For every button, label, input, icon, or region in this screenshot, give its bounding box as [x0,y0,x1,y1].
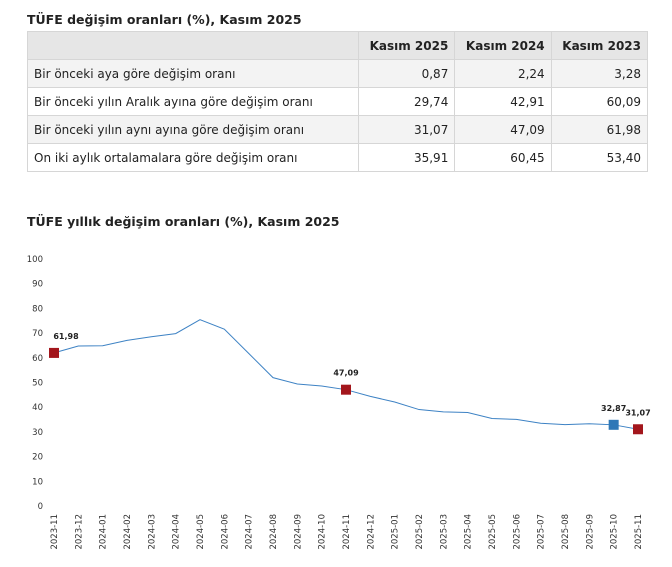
data-label: 47,09 [333,369,359,378]
x-tick-label: 2025-11 [634,514,644,550]
x-tick-label: 2024-05 [196,514,206,550]
marker [633,424,643,435]
header-cell: Kasım 2024 [454,31,552,60]
y-tick-label: 0 [38,502,43,512]
marker [608,419,619,430]
y-tick-label: 60 [32,354,43,364]
y-tick-label: 90 [32,280,43,290]
row: On iki aylık ortalamalara göre değişim o… [27,143,649,172]
x-tick-label: 2024-09 [293,514,303,550]
y-tick-label: 20 [32,453,43,463]
cell: 29,74 [357,87,456,116]
row-label: On iki aylık ortalamalara göre değişim o… [27,143,359,172]
cell: 53,40 [550,143,649,172]
x-tick-label: 2025-03 [439,514,449,550]
cell: 60,45 [454,143,552,172]
row: Bir önceki aya göre değişim oranı 0,87 2,2… [27,59,649,88]
row: Bir önceki yılın aynı ayına göre değişim… [27,115,649,144]
data-label: 61,98 [53,332,79,341]
x-tick-label: 2025-02 [415,514,425,550]
y-tick-label: 30 [32,428,43,438]
x-tick-label: 2024-11 [342,514,352,550]
row: Bir önceki yılın Aralık ayına göre değiş… [27,87,649,116]
y-tick-label: 10 [32,477,43,487]
table-title: TÜFE değişim oranları (%), Kasım 2025 [27,12,302,27]
x-tick-label: 2025-04 [464,514,474,550]
cell: 60,09 [550,87,649,116]
cell: 35,91 [357,143,456,172]
x-tick-label: 2025-06 [512,514,522,550]
x-tick-label: 2024-03 [147,514,157,550]
x-tick-label: 2025-07 [537,514,547,550]
x-tick-label: 2024-04 [172,514,182,550]
row-label: Bir önceki yılın Aralık ayına göre değiş… [27,87,359,116]
y-tick-label: 100 [27,255,43,265]
header-row: Kasım 2025 Kasım 2024 Kasım 2023 [27,31,649,60]
x-tick-label: 2025-08 [561,514,571,550]
data-label: 31,07 [625,408,650,417]
x-tick-label: 2023-12 [74,514,84,550]
x-tick-label: 2024-01 [99,514,109,550]
x-tick-label: 2024-02 [123,514,133,550]
data-label: 32,87 [601,404,626,413]
header-cell: Kasım 2025 [357,31,456,60]
x-tick-label: 2024-10 [318,514,328,550]
chart-title: TÜFE yıllık değişim oranları (%), Kasım … [27,214,340,229]
x-tick-label: 2025-09 [585,514,595,550]
y-tick-label: 80 [32,304,43,314]
chart: 0 10 20 30 40 50 60 70 80 90 100 2023-11 2023-12 2024… [27,255,651,550]
row-label: Bir önceki aya göre değişim oranı [27,59,359,88]
marker [49,347,59,358]
cell: 3,28 [550,59,649,88]
y-tick-label: 50 [32,379,43,389]
y-tick-label: 40 [32,403,43,413]
x-tick-label: 2024-06 [220,514,230,550]
cell: 31,07 [357,115,456,144]
x-tick-label: 2025-10 [610,514,620,550]
x-tick-label: 2024-12 [366,514,376,550]
x-tick-label: 2024-07 [245,514,255,550]
cell: 61,98 [550,115,649,144]
table: Kasım 2025 Kasım 2024 Kasım 2023 Bir önceki… [27,31,649,172]
x-tick-label: 2025-05 [488,514,498,550]
row-label: Bir önceki yılın aynı ayına göre değişim… [27,115,359,144]
cell: 42,91 [454,87,552,116]
cell: 47,09 [454,115,552,144]
x-tick-label: 2023-11 [50,514,60,550]
header-cell [27,31,359,60]
cell: 0,87 [357,59,456,88]
y-tick-label: 70 [32,329,43,339]
x-tick-label: 2025-01 [391,514,401,550]
header-cell: Kasım 2023 [550,31,649,60]
marker [341,384,351,395]
cell: 2,24 [454,59,552,88]
x-tick-label: 2024-08 [269,514,279,550]
